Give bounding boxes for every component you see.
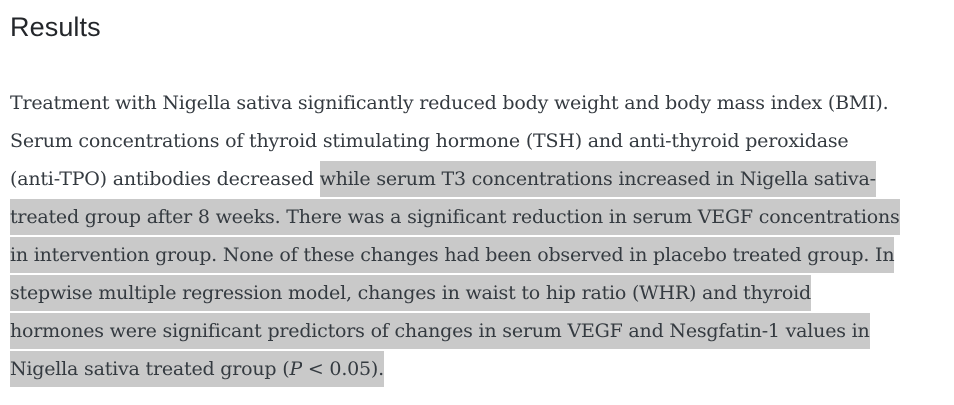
paragraph-line: (anti-TPO) antibodies decreased while se… bbox=[10, 160, 954, 198]
results-paragraph: Treatment with Nigella sativa significan… bbox=[10, 84, 954, 388]
text-segment: Treatment with Nigella sativa significan… bbox=[10, 92, 889, 114]
selected-text: < 0.05). bbox=[302, 351, 384, 387]
paragraph-line: hormones were significant predictors of … bbox=[10, 312, 954, 350]
paragraph-line: treated group after 8 weeks. There was a… bbox=[10, 198, 954, 236]
selected-text: stepwise multiple regression model, chan… bbox=[10, 275, 811, 311]
paragraph-line: Treatment with Nigella sativa significan… bbox=[10, 84, 954, 122]
paragraph-line: Serum concentrations of thyroid stimulat… bbox=[10, 122, 954, 160]
selected-text: in intervention group. None of these cha… bbox=[10, 237, 895, 273]
paragraph-line: Nigella sativa treated group (P < 0.05). bbox=[10, 350, 954, 388]
text-segment: Serum concentrations of thyroid stimulat… bbox=[10, 130, 849, 152]
selected-text: while serum T3 concentrations increased … bbox=[319, 161, 876, 197]
selected-text: hormones were significant predictors of … bbox=[10, 313, 870, 349]
selected-text: treated group after 8 weeks. There was a… bbox=[10, 199, 900, 235]
selected-text: Nigella sativa treated group ( bbox=[10, 351, 290, 387]
results-heading: Results bbox=[10, 12, 101, 42]
paragraph-line: in intervention group. None of these cha… bbox=[10, 236, 954, 274]
paragraph-line: stepwise multiple regression model, chan… bbox=[10, 274, 954, 312]
selected-text: P bbox=[289, 351, 302, 387]
text-segment: (anti-TPO) antibodies decreased bbox=[10, 168, 320, 190]
article-results-section: Results Treatment with Nigella sativa si… bbox=[10, 12, 954, 388]
